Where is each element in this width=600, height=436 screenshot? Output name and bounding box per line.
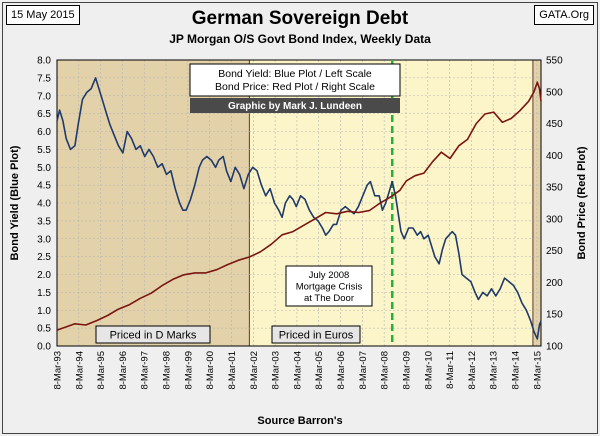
crisis-callout-box: [285, 265, 373, 307]
y-right-tick-label: 450: [546, 119, 563, 130]
region-label: Priced in Euros: [279, 330, 354, 342]
x-tick-label: 8-Mar-05: [314, 351, 325, 390]
credit-banner: [190, 98, 400, 113]
x-tick-label: 8-Mar-13: [489, 351, 500, 390]
y-left-tick-label: 5.0: [37, 163, 51, 174]
x-tick-label: 8-Mar-12: [467, 351, 478, 390]
region-label: Priced in D Marks: [110, 330, 197, 342]
legend-entry: Bond Yield: Blue Plot / Left Scale: [218, 68, 372, 80]
series-bond-yield: [56, 77, 542, 340]
x-tick-label: 8-Mar-96: [118, 351, 129, 390]
x-tick-label: 8-Mar-14: [511, 351, 522, 390]
x-tick-label: 8-Mar-97: [140, 351, 151, 390]
y-right-tick-label: 500: [546, 87, 563, 98]
y-left-axis-title: Bond Yield (Blue Plot): [9, 145, 21, 260]
credit-text: Graphic by Mark J. Lundeen: [228, 101, 362, 112]
y-right-tick-label: 200: [546, 278, 563, 289]
legend-entry: Bond Price: Red Plot / Right Scale: [215, 81, 375, 93]
x-tick-label: 8-Mar-11: [445, 351, 456, 389]
y-left-tick-label: 7.0: [37, 91, 51, 102]
region-label-box: [95, 325, 211, 344]
series-bond-price: [56, 81, 542, 331]
x-tick-label: 8-Mar-08: [380, 351, 391, 390]
x-tick-label: 8-Mar-09: [401, 351, 412, 390]
region-recent: [532, 60, 541, 346]
plot-border: [56, 59, 542, 347]
y-left-tick-label: 3.5: [37, 216, 51, 227]
y-right-tick-label: 550: [546, 56, 563, 67]
y-right-tick-label: 250: [546, 246, 563, 257]
y-left-tick-label: 0.5: [37, 324, 51, 335]
y-right-tick-label: 150: [546, 310, 563, 321]
x-tick-label: 8-Mar-04: [292, 351, 303, 390]
x-tick-label: 8-Mar-06: [336, 351, 347, 390]
x-tick-label: 8-Mar-95: [96, 351, 107, 390]
y-left-tick-label: 2.5: [37, 252, 51, 263]
x-tick-label: 8-Mar-94: [74, 351, 85, 390]
y-left-tick-label: 4.0: [37, 199, 51, 210]
date-label: 15 May 2015: [6, 5, 80, 25]
y-left-tick-label: 6.5: [37, 109, 51, 120]
y-left-tick-label: 7.5: [37, 73, 51, 84]
x-tick-label: 8-Mar-98: [162, 351, 173, 390]
x-tick-label: 8-Mar-93: [53, 351, 64, 390]
y-left-tick-label: 8.0: [37, 56, 51, 67]
crisis-callout-text: Mortgage Crisis: [296, 282, 363, 293]
source-footer: Source Barron's: [257, 415, 343, 427]
source-tag: GATA.Org: [534, 5, 594, 25]
y-right-tick-label: 400: [546, 151, 563, 162]
x-tick-label: 8-Mar-07: [358, 351, 369, 390]
y-right-tick-label: 300: [546, 214, 563, 225]
x-tick-label: 8-Mar-99: [183, 351, 194, 390]
chart-subtitle: JP Morgan O/S Govt Bond Index, Weekly Da…: [169, 32, 431, 46]
y-right-tick-label: 350: [546, 183, 563, 194]
x-tick-label: 8-Mar-10: [423, 351, 434, 390]
y-left-tick-label: 3.0: [37, 234, 51, 245]
y-left-tick-label: 2.0: [37, 270, 51, 281]
chart-title: German Sovereign Debt: [191, 8, 409, 29]
legend-box: [189, 63, 401, 97]
y-left-tick-label: 1.5: [37, 288, 51, 299]
x-tick-label: 8-Mar-15: [532, 351, 543, 390]
y-right-tick-label: 100: [546, 342, 563, 353]
x-tick-label: 8-Mar-00: [205, 351, 216, 390]
y-left-tick-label: 4.5: [37, 181, 51, 192]
region-label-box: [271, 325, 361, 344]
crisis-callout-text: at The Door: [304, 293, 354, 304]
x-tick-label: 8-Mar-01: [227, 351, 238, 390]
y-left-tick-label: 5.5: [37, 145, 51, 156]
y-left-tick-label: 1.0: [37, 306, 51, 317]
x-tick-label: 8-Mar-03: [271, 351, 282, 390]
crisis-callout-text: July 2008: [309, 270, 350, 281]
y-left-tick-label: 6.0: [37, 127, 51, 138]
y-right-axis-title: Bond Price (Red Plot): [576, 146, 588, 259]
x-tick-label: 8-Mar-02: [249, 351, 260, 390]
y-left-tick-label: 0.0: [37, 342, 51, 353]
